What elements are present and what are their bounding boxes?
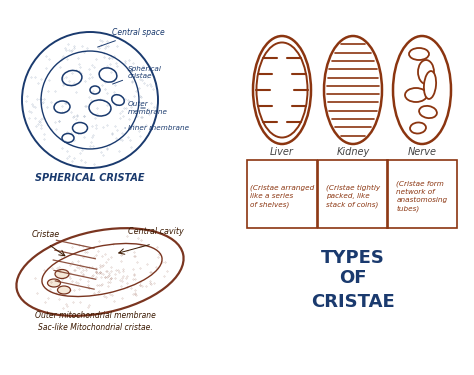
Ellipse shape [55, 270, 69, 279]
Text: Inner membrane: Inner membrane [125, 125, 189, 131]
Ellipse shape [90, 86, 100, 94]
Ellipse shape [62, 134, 74, 142]
Ellipse shape [73, 123, 88, 134]
Ellipse shape [324, 36, 382, 144]
Text: Central cavity: Central cavity [128, 227, 184, 236]
Text: Central space: Central space [98, 28, 165, 47]
Ellipse shape [57, 286, 71, 294]
Ellipse shape [410, 123, 426, 134]
Ellipse shape [409, 48, 429, 60]
Ellipse shape [418, 60, 434, 84]
Ellipse shape [405, 88, 427, 102]
Text: Spherical
cristae: Spherical cristae [113, 66, 162, 84]
Text: Kidney: Kidney [337, 147, 370, 157]
Bar [387, 160, 457, 228]
Text: Outer
membrane: Outer membrane [128, 102, 168, 114]
Ellipse shape [112, 95, 124, 105]
Text: Cristae: Cristae [32, 230, 60, 239]
Ellipse shape [54, 101, 70, 113]
Text: OF: OF [339, 269, 367, 287]
Text: (Cristae form
network of
anastomosing
tubes): (Cristae form network of anastomosing tu… [396, 180, 447, 212]
Bar [318, 160, 388, 228]
Ellipse shape [89, 100, 111, 116]
Ellipse shape [47, 279, 61, 287]
Text: Liver: Liver [270, 147, 294, 157]
Text: Outer mitochondrial membrane: Outer mitochondrial membrane [35, 311, 155, 320]
Ellipse shape [424, 71, 436, 99]
Ellipse shape [62, 70, 82, 86]
Ellipse shape [99, 68, 117, 82]
Text: SPHERICAL CRISTAE: SPHERICAL CRISTAE [35, 173, 145, 183]
Text: (Cristae arranged
like a series
of shelves): (Cristae arranged like a series of shelv… [250, 184, 314, 207]
Text: Sac-like Mitochondrial cristae.: Sac-like Mitochondrial cristae. [37, 323, 152, 332]
Bar [247, 160, 317, 228]
Text: CRISTAE: CRISTAE [311, 293, 395, 311]
Text: Nerve: Nerve [408, 147, 437, 157]
Ellipse shape [393, 36, 451, 144]
Ellipse shape [253, 36, 311, 144]
Text: TYPES: TYPES [321, 249, 385, 267]
Text: (Cristae tightly
packed, like
stack of coins): (Cristae tightly packed, like stack of c… [326, 184, 380, 208]
Ellipse shape [419, 106, 437, 118]
